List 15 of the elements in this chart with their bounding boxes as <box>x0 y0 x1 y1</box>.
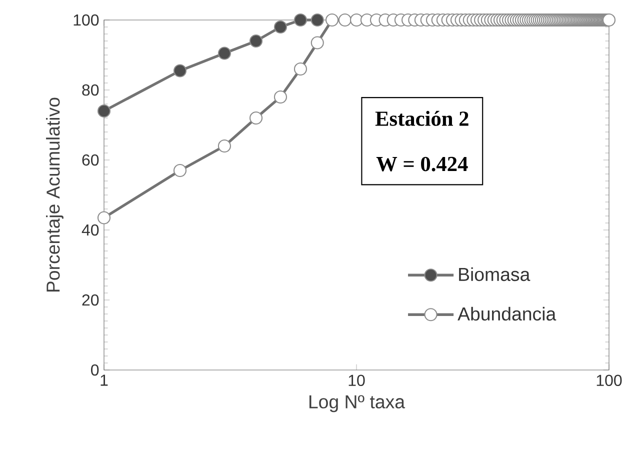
y-tick-label: 80 <box>82 84 99 96</box>
y-tick-label: 20 <box>82 294 99 306</box>
y-tick-label: 60 <box>82 154 99 166</box>
y-tick-label: 0 <box>91 364 99 376</box>
y-tick-label: 40 <box>82 224 99 236</box>
legend-label: Biomasa <box>459 267 530 282</box>
x-axis-title: Log Nº taxa <box>309 395 406 412</box>
legend-label: Abundancia <box>458 306 556 321</box>
annotation: W = 0.424 <box>376 156 468 172</box>
annotation: Estación 2 <box>375 110 468 126</box>
x-tick-label: 10 <box>348 374 365 386</box>
x-tick-label: 100 <box>596 374 622 386</box>
y-axis-title: Porcentaje Acumulativo <box>46 98 64 292</box>
y-tick-label: 100 <box>74 14 99 26</box>
x-tick-label: 1 <box>100 374 108 386</box>
